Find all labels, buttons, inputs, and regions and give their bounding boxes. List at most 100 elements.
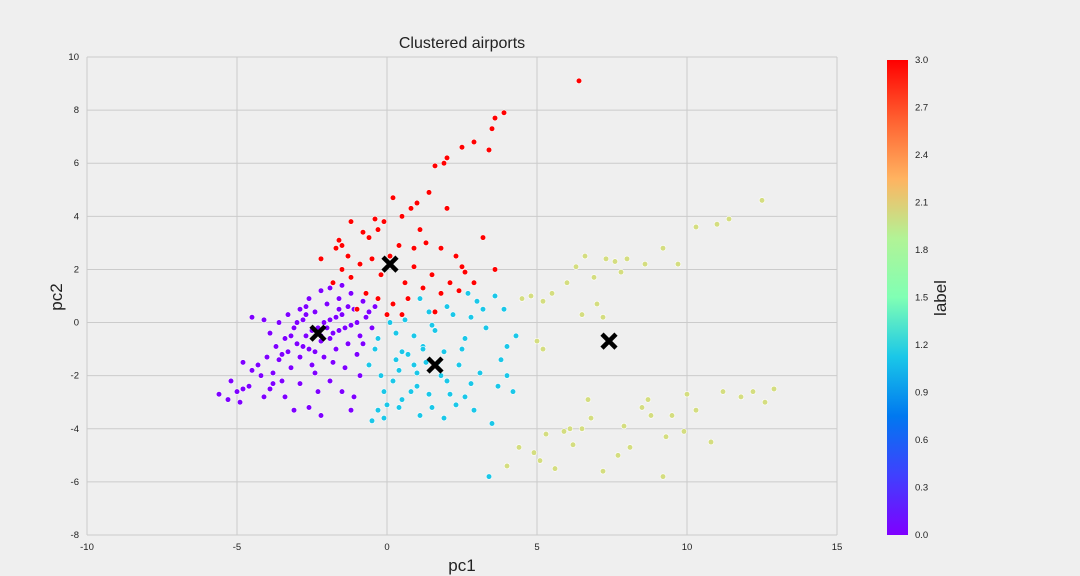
data-point-cluster-0: [320, 319, 328, 326]
data-point-cluster-3: [458, 144, 466, 151]
data-point-cluster-0: [290, 407, 298, 414]
data-point-cluster-2: [668, 412, 676, 419]
data-point-cluster-1: [467, 380, 475, 387]
data-point-cluster-3: [452, 253, 460, 260]
data-point-cluster-2: [602, 255, 610, 262]
data-point-cluster-0: [281, 393, 289, 401]
data-point-cluster-3: [461, 269, 469, 276]
data-point-cluster-0: [326, 284, 334, 292]
data-point-cluster-2: [548, 290, 556, 297]
colorbar: 0.0 0.3 0.6 0.9 1.2 1.5 1.8 2.1 2.4 2.7 3.0 label: [887, 55, 950, 541]
data-point-cluster-1: [476, 369, 484, 377]
data-point-cluster-2: [683, 391, 691, 398]
data-point-cluster-3: [491, 114, 499, 122]
data-point-cluster-2: [761, 399, 769, 406]
data-point-cluster-1: [455, 361, 463, 369]
data-point-cluster-1: [467, 314, 475, 321]
data-point-cluster-2: [758, 197, 766, 204]
data-point-cluster-3: [404, 295, 412, 302]
y-tick-label: 4: [74, 211, 79, 222]
data-point-cluster-0: [359, 298, 367, 305]
data-point-cluster-0: [341, 324, 349, 331]
data-point-cluster-2: [518, 295, 526, 302]
data-point-cluster-1: [374, 335, 382, 342]
data-point-cluster-1: [410, 361, 418, 369]
data-point-cluster-2: [503, 462, 511, 470]
data-point-cluster-2: [566, 425, 574, 432]
y-tick-label: -4: [71, 424, 79, 435]
data-point-cluster-0: [302, 311, 310, 318]
data-point-cluster-0: [335, 306, 343, 313]
data-point-cluster-2: [569, 441, 577, 448]
x-tick-label: 0: [384, 542, 389, 553]
data-point-cluster-3: [422, 239, 430, 246]
data-point-cluster-2: [599, 468, 607, 475]
data-point-cluster-3: [359, 229, 367, 236]
data-point-cluster-0: [227, 377, 235, 385]
data-point-cluster-3: [419, 284, 427, 292]
data-point-cluster-1: [398, 348, 406, 355]
data-point-cluster-2: [581, 253, 589, 260]
data-point-cluster-3: [353, 306, 361, 313]
data-point-cluster-3: [470, 279, 478, 286]
data-point-cluster-3: [443, 154, 451, 162]
data-point-cluster-1: [428, 404, 436, 411]
data-point-cluster-1: [497, 356, 505, 363]
data-point-cluster-1: [374, 407, 382, 414]
data-point-cluster-0: [320, 353, 328, 361]
data-point-cluster-3: [389, 194, 397, 201]
data-point-cluster-2: [515, 444, 523, 451]
data-point-cluster-3: [347, 218, 355, 225]
data-point-cluster-3: [332, 245, 340, 252]
data-point-cluster-0: [293, 319, 301, 326]
colorbar-tick-label: 2.4: [915, 150, 928, 161]
data-point-cluster-0: [329, 359, 337, 366]
data-point-cluster-2: [587, 415, 595, 422]
data-point-cluster-1: [383, 401, 391, 408]
data-point-cluster-1: [488, 420, 496, 427]
data-point-cluster-1: [443, 303, 451, 310]
data-point-cluster-0: [305, 404, 313, 411]
data-point-cluster-0: [311, 348, 319, 355]
data-point-cluster-0: [299, 343, 307, 350]
data-point-cluster-0: [305, 295, 313, 302]
colorbar-tick-label: 3.0: [915, 55, 928, 66]
data-point-cluster-1: [500, 306, 508, 313]
data-point-cluster-3: [575, 77, 583, 84]
colorbar-tick-labels: 0.0 0.3 0.6 0.9 1.2 1.5 1.8 2.1 2.4 2.7 3.0: [915, 55, 928, 541]
data-point-cluster-1: [368, 417, 376, 424]
data-point-cluster-2: [593, 300, 601, 308]
data-point-cluster-3: [377, 271, 385, 278]
data-point-cluster-1: [395, 367, 403, 374]
data-point-cluster-1: [428, 322, 436, 329]
data-point-cluster-0: [356, 332, 364, 339]
data-point-cluster-3: [380, 218, 388, 225]
data-point-cluster-0: [278, 377, 286, 385]
data-point-cluster-0: [362, 314, 370, 321]
data-point-cluster-2: [560, 428, 568, 435]
data-point-cluster-3: [479, 234, 487, 241]
grid: [86, 56, 838, 536]
data-point-cluster-2: [674, 261, 682, 268]
data-point-cluster-3: [395, 242, 403, 249]
data-point-cluster-1: [473, 298, 481, 305]
data-point-cluster-2: [647, 412, 655, 419]
data-point-cluster-2: [539, 298, 547, 305]
data-point-cluster-0: [269, 380, 277, 387]
y-tick-label: 8: [74, 105, 79, 116]
data-point-cluster-1: [446, 391, 454, 398]
data-point-cluster-2: [584, 396, 592, 403]
data-point-cluster-2: [680, 428, 688, 435]
data-point-cluster-0: [356, 372, 364, 379]
data-point-cluster-3: [398, 213, 406, 220]
data-point-cluster-0: [347, 290, 355, 297]
data-point-cluster-0: [335, 295, 343, 302]
data-point-cluster-1: [440, 415, 448, 422]
data-point-cluster-0: [350, 393, 358, 401]
data-point-cluster-2: [578, 425, 586, 432]
data-point-cluster-1: [365, 361, 373, 369]
data-point-cluster-0: [281, 335, 289, 342]
data-point-cluster-1: [380, 415, 388, 422]
data-point-cluster-3: [398, 311, 406, 318]
data-point-cluster-1: [482, 324, 490, 331]
